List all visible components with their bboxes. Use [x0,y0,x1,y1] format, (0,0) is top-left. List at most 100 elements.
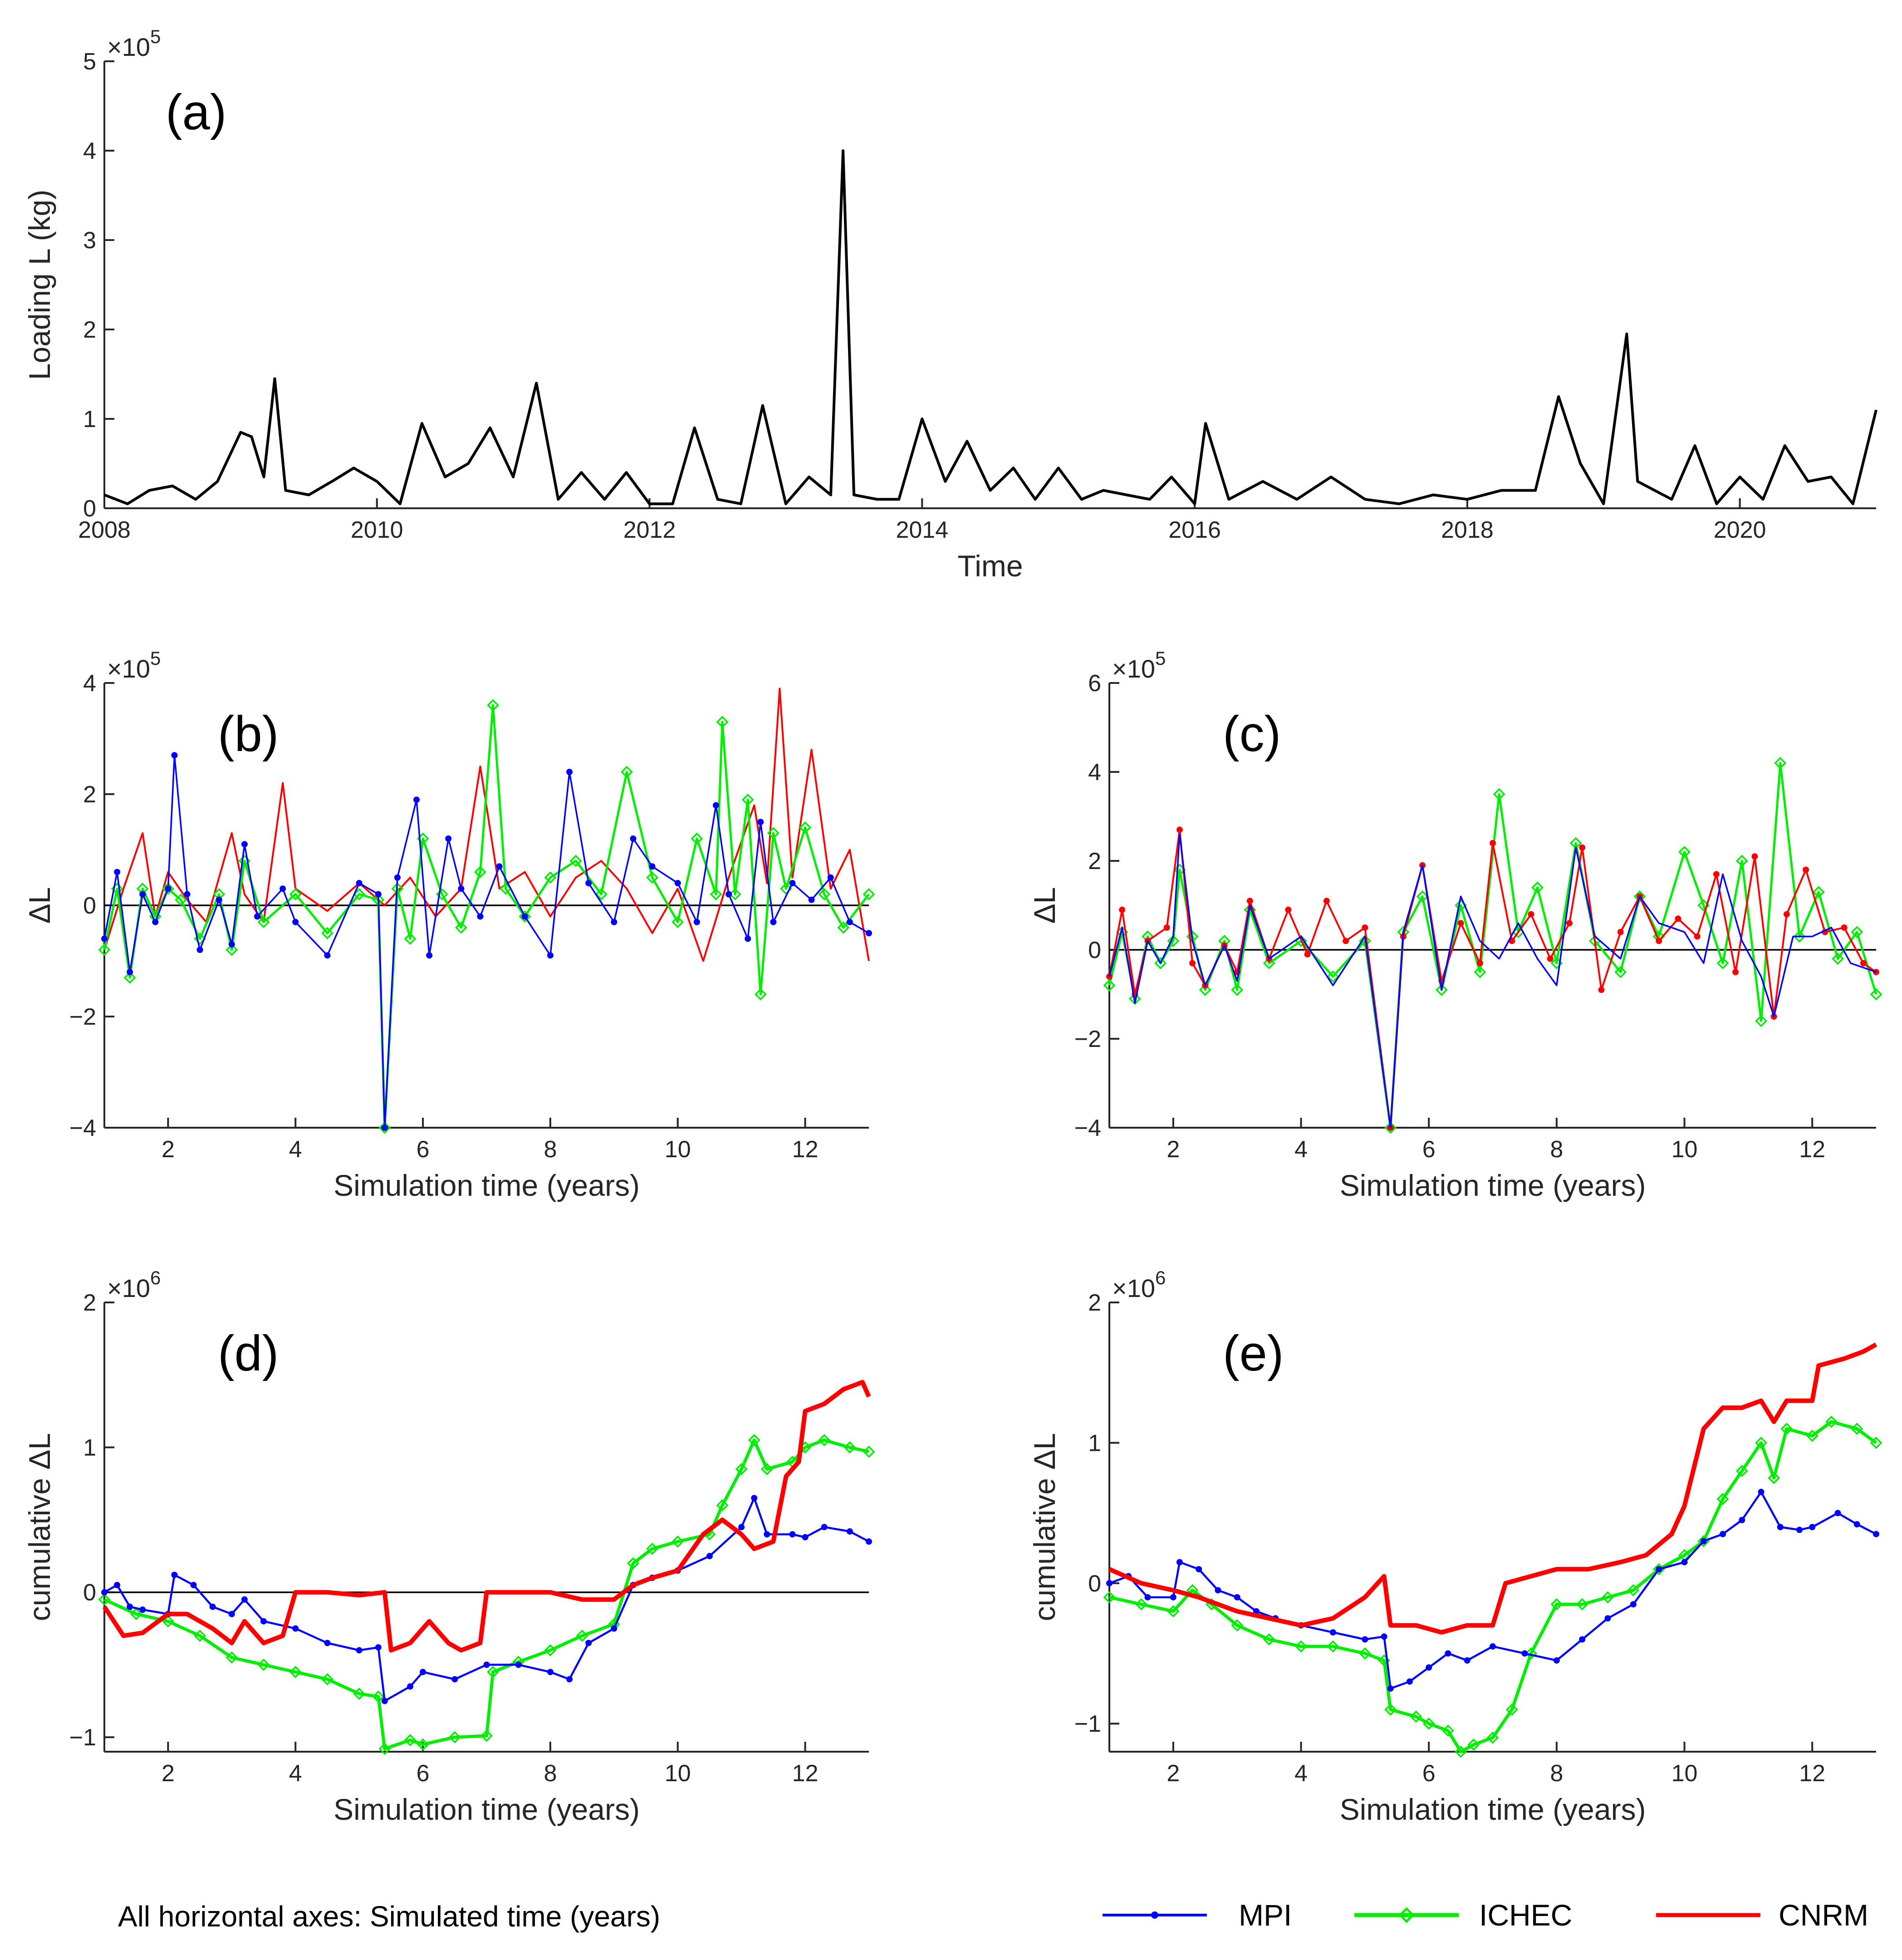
data-point-b-ichec-23 [487,699,500,712]
data-point-e-ichec-0 [1103,1591,1116,1604]
data-point-d-mpi-14 [375,1644,382,1651]
data-point-c-cnrm-37 [1751,853,1758,860]
data-point-e-ichec-22 [1602,1591,1614,1604]
legend-marker-ichec [1398,1907,1415,1923]
data-point-d-ichec-13 [448,1731,461,1744]
data-point-c-ichec-24 [1531,881,1544,894]
x-tick-label-e-3: 8 [1550,1760,1563,1787]
data-point-b-mpi-20 [413,796,420,803]
data-point-c-ichec-14 [1327,970,1339,983]
data-point-c-cnrm-22 [1476,960,1483,967]
x-tick-label-e-5: 12 [1799,1760,1825,1787]
data-point-e-mpi-16 [1426,1664,1432,1671]
data-point-b-mpi-9 [216,896,222,903]
y-tick-label-c-0: −4 [1074,1115,1101,1141]
data-point-c-ichec-19 [1435,983,1448,996]
data-point-b-ichec-0 [98,943,111,956]
data-point-e-mpi-35 [1853,1521,1860,1528]
y-axis-label-c: ΔL [1028,887,1061,924]
data-point-b-ichec-39 [779,882,792,895]
data-point-b-mpi-17 [375,891,382,898]
data-point-d-mpi-30 [751,1495,758,1502]
data-point-e-ichec-27 [1716,1493,1729,1505]
data-point-b-mpi-38 [757,819,764,825]
x-tick-label-a-0: 2008 [78,517,131,543]
data-point-c-ichec-5 [1167,934,1180,947]
data-point-e-mpi-5 [1196,1566,1202,1572]
x-axis-label-a: Time [957,549,1023,583]
data-point-e-mpi-24 [1630,1601,1637,1608]
data-point-c-cnrm-4 [1163,924,1170,931]
data-point-e-ichec-9 [1358,1647,1371,1660]
data-point-d-mpi-6 [190,1582,197,1588]
data-point-c-ichec-31 [1678,845,1691,858]
data-point-c-cnrm-12 [1285,906,1292,913]
data-point-d-mpi-18 [451,1676,458,1683]
data-point-d-ichec-4 [225,1651,238,1664]
data-point-e-mpi-21 [1553,1657,1560,1664]
data-point-e-ichec-13 [1422,1717,1435,1730]
data-point-d-ichec-5 [257,1658,270,1671]
data-point-b-mpi-37 [745,935,751,942]
panel-label-c: (c) [1223,706,1281,762]
data-point-b-mpi-32 [649,863,656,870]
series-line-e-ichec [1109,1420,1877,1754]
data-point-d-ichec-11 [404,1734,417,1746]
data-point-e-ichec-8 [1327,1640,1339,1653]
legend-label-cnrm: CNRM [1779,1898,1868,1932]
data-point-c-cnrm-21 [1457,920,1464,927]
y-axis-label-e: cumulative ΔL [1028,1433,1061,1621]
x-tick-label-d-5: 12 [792,1760,819,1787]
y-tick-label-d-2: 1 [83,1434,96,1461]
data-point-d-ichec-6 [289,1665,302,1678]
data-point-e-mpi-12 [1362,1636,1368,1643]
data-point-e-mpi-33 [1809,1524,1816,1530]
data-point-c-ichec-21 [1474,966,1486,978]
data-point-d-mpi-21 [547,1669,554,1675]
data-point-c-ichec-28 [1614,966,1627,978]
data-point-d-ichec-21 [646,1542,659,1555]
x-tick-label-a-4: 2016 [1168,517,1221,543]
data-point-c-cnrm-5 [1176,826,1183,833]
data-point-d-ichec-27 [760,1463,773,1475]
data-point-d-mpi-2 [127,1603,133,1610]
data-point-e-ichec-20 [1550,1598,1563,1611]
data-point-e-ichec-35 [1870,1436,1882,1449]
data-point-c-cnrm-6 [1189,960,1196,967]
data-point-b-ichec-27 [569,855,582,867]
data-point-b-mpi-27 [547,952,554,959]
data-point-e-mpi-7 [1234,1594,1240,1601]
data-point-c-ichec-29 [1633,890,1646,903]
data-point-d-mpi-15 [381,1698,388,1705]
y-tick-label-a-1: 1 [83,406,96,432]
data-point-c-cnrm-39 [1783,911,1790,918]
data-point-b-ichec-42 [837,921,850,934]
data-point-d-ichec-22 [672,1535,684,1548]
data-point-d-mpi-7 [209,1603,216,1610]
x-tick-label-d-4: 10 [665,1760,691,1787]
data-point-b-mpi-21 [426,952,433,959]
series-line-b-ichec [103,704,870,1129]
data-point-e-mpi-23 [1604,1615,1611,1622]
data-point-d-ichec-25 [735,1463,748,1475]
y-tick-label-d-0: −1 [69,1724,96,1751]
data-point-e-mpi-14 [1387,1685,1394,1692]
data-point-e-mpi-11 [1329,1629,1336,1636]
series-line-d-cnrm [102,1380,871,1653]
data-point-b-mpi-7 [184,891,191,898]
y-tick-label-a-2: 2 [83,317,96,343]
y-tick-label-e-3: 2 [1088,1290,1101,1316]
data-point-c-cnrm-14 [1323,898,1330,904]
data-point-e-mpi-2 [1144,1594,1151,1601]
x-axis-label-e: Simulation time (years) [1340,1793,1646,1826]
data-point-b-mpi-40 [789,880,796,886]
data-point-b-ichec-12 [289,888,302,900]
data-point-c-cnrm-1 [1119,906,1126,913]
data-point-e-ichec-12 [1410,1710,1422,1723]
y-tick-label-a-4: 4 [83,138,96,164]
x-tick-label-c-5: 12 [1799,1136,1825,1163]
x-tick-label-e-0: 2 [1167,1760,1180,1787]
